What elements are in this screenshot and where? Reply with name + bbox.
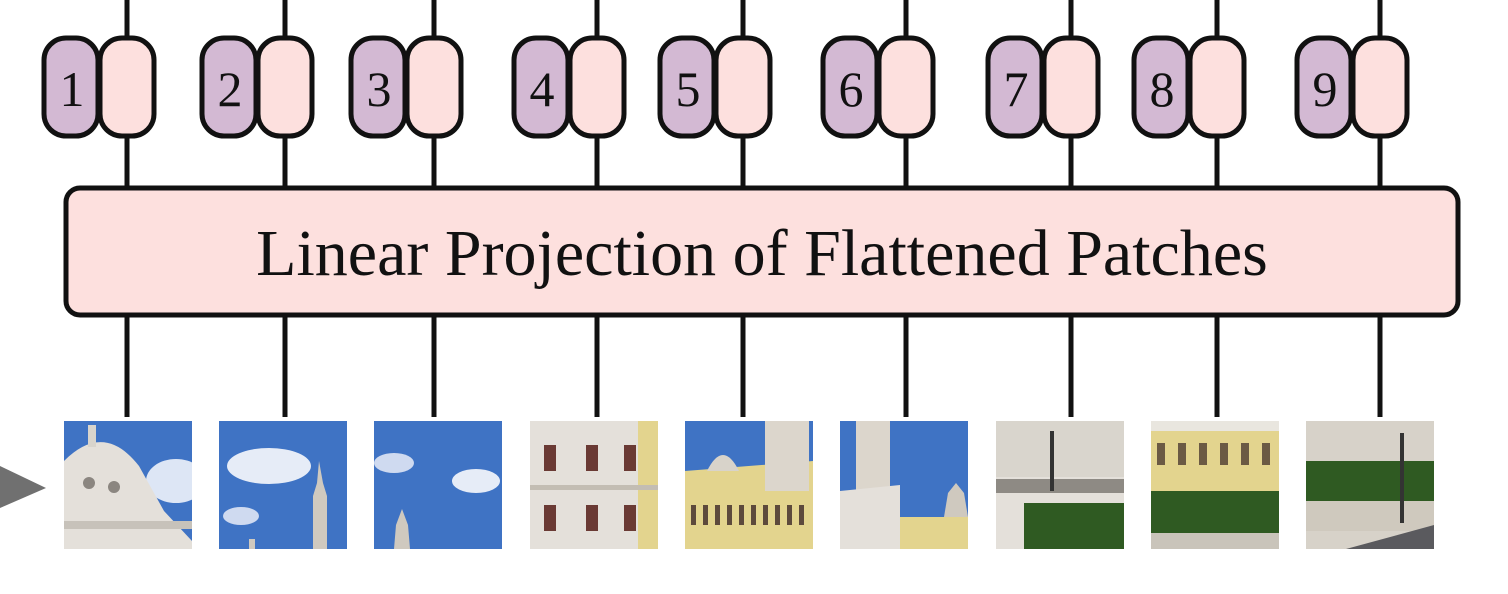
- patch-embedding: [255, 35, 315, 139]
- embedding-tokens: 1 2 3 4 5 6 7 8 9: [41, 35, 1410, 139]
- token-pair: 6: [820, 35, 936, 139]
- position-index: 9: [1313, 61, 1338, 117]
- input-arrow: [0, 466, 46, 508]
- position-index: 6: [839, 61, 864, 117]
- position-index: 5: [676, 61, 701, 117]
- projection-box: [63, 185, 1461, 318]
- patch-embedding: [1041, 35, 1101, 139]
- connector-lines: [124, 0, 1383, 417]
- yellow-building-garden-patch-icon: [1151, 421, 1279, 549]
- position-index: 3: [367, 61, 392, 117]
- patch-embedding: [404, 35, 464, 139]
- dome-sky-patch-icon: [64, 421, 192, 549]
- hedges-road-patch-icon: [1306, 421, 1434, 549]
- position-index: 2: [218, 61, 243, 117]
- token-pair: 3: [348, 35, 464, 139]
- token-pair: 8: [1131, 35, 1247, 139]
- patch-embedding: [1187, 35, 1247, 139]
- token-pair: 7: [985, 35, 1101, 139]
- street-garden-patch-icon: [996, 421, 1124, 549]
- token-pair: 1: [41, 35, 157, 139]
- position-index: 4: [530, 61, 555, 117]
- input-arrowhead: [0, 466, 46, 508]
- tower-sky-patch-icon: [840, 421, 968, 549]
- facade-windows-patch-icon: [530, 421, 658, 549]
- patch-embedding: [567, 35, 627, 139]
- position-index: 8: [1150, 61, 1175, 117]
- token-pair: 9: [1294, 35, 1410, 139]
- token-pair: 4: [511, 35, 627, 139]
- projection-label: Linear Projection of Flattened Patches: [256, 217, 1268, 290]
- palace-towers-patch-icon: [685, 421, 813, 549]
- patch-embedding: [1350, 35, 1410, 139]
- sky-spire-patch-icon: [374, 421, 502, 549]
- token-pair: 2: [199, 35, 315, 139]
- cloud-spire-patch-icon: [219, 421, 347, 549]
- position-index: 1: [60, 61, 85, 117]
- position-index: 7: [1004, 61, 1029, 117]
- image-patches: [64, 421, 1434, 549]
- projection-layer: Linear Projection of Flattened Patches: [63, 185, 1461, 318]
- patch-embedding: [97, 35, 157, 139]
- patch-embedding: [876, 35, 936, 139]
- patch-embedding: [713, 35, 773, 139]
- token-pair: 5: [657, 35, 773, 139]
